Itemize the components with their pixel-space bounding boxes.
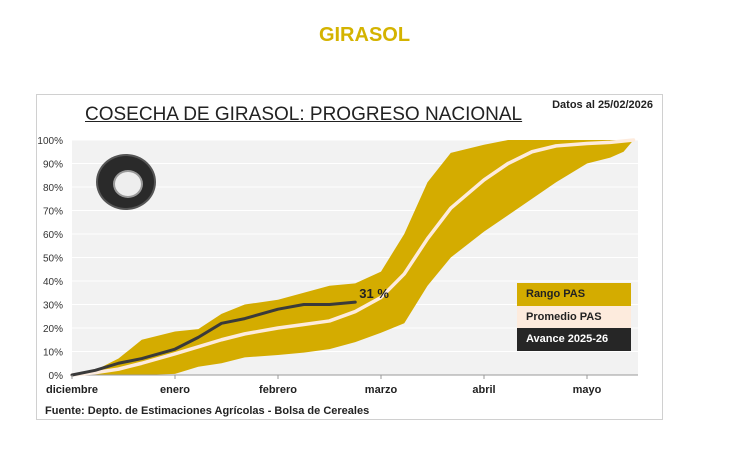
y-tick-label: 70%	[43, 207, 63, 218]
y-tick-label: 90%	[43, 160, 63, 171]
bolsa-de-cereales-logo	[96, 154, 156, 210]
x-tick-label: enero	[160, 384, 190, 396]
y-tick-label: 20%	[43, 324, 63, 335]
y-tick-label: 0%	[49, 371, 64, 382]
y-tick-label: 60%	[43, 230, 63, 241]
x-tick-label: febrero	[259, 384, 297, 396]
legend-advance: Avance 2025-26	[517, 328, 631, 351]
chart-frame	[36, 94, 663, 420]
legend-range: Rango PAS	[517, 283, 631, 306]
date-note: Datos al 25/02/2026	[552, 99, 653, 111]
y-tick-label: 40%	[43, 277, 63, 288]
advance-line	[70, 300, 357, 377]
x-tick-label: mayo	[573, 384, 602, 396]
advance-annotation: 31 %	[359, 286, 389, 301]
page-title: GIRASOL	[318, 24, 411, 46]
x-tick-label: diciembre	[46, 384, 98, 396]
average-line	[70, 138, 636, 377]
y-tick-label: 10%	[43, 348, 63, 359]
y-tick-label: 80%	[43, 183, 63, 194]
y-tick-label: 50%	[43, 254, 63, 265]
x-tick-label: abril	[472, 384, 495, 396]
chart-title: COSECHA DE GIRASOL: PROGRESO NACIONAL	[85, 104, 523, 125]
x-tick-label: marzo	[365, 384, 398, 396]
y-tick-label: 100%	[37, 136, 63, 147]
range-band	[72, 140, 634, 375]
source-note: Fuente: Depto. de Estimaciones Agrícolas…	[45, 405, 370, 417]
legend-average: Promedio PAS	[517, 305, 631, 328]
legend: Rango PAS Promedio PAS Avance 2025-26	[517, 283, 631, 351]
y-tick-label: 30%	[43, 301, 63, 312]
